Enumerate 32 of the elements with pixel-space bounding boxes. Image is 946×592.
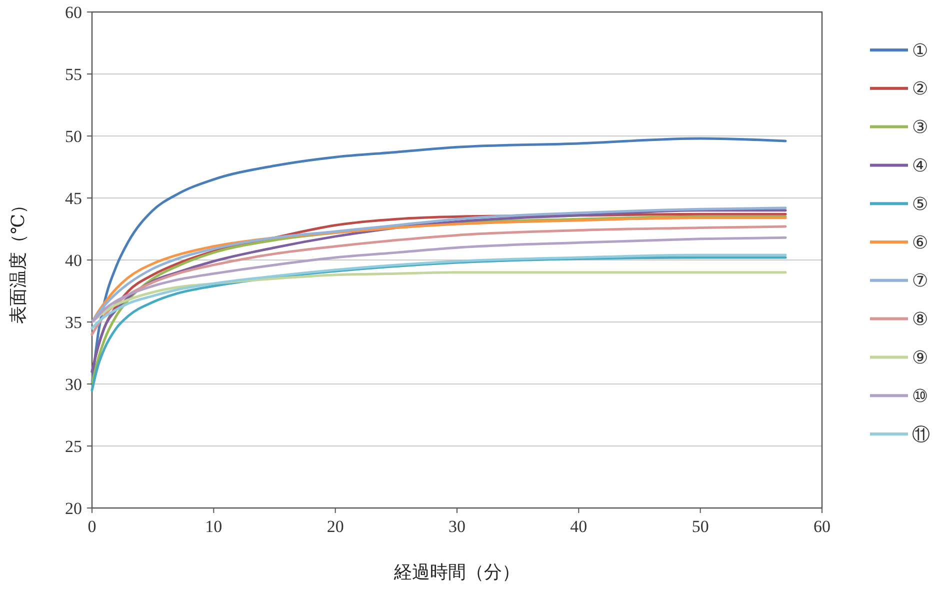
legend-label: ⑧	[912, 309, 928, 330]
y-tick-label: 35	[65, 312, 82, 332]
legend-label: ⑪	[912, 424, 930, 444]
y-tick-label: 50	[65, 126, 82, 146]
x-tick-label: 40	[570, 517, 588, 536]
line-series	[90, 254, 787, 330]
x-axis-title: 経過時間（分）	[393, 562, 520, 582]
legend-label: ⑥	[912, 232, 928, 252]
legend-label: ⑩	[912, 386, 928, 406]
x-tick-label: 10	[205, 517, 222, 536]
y-tick-label: 60	[65, 2, 82, 22]
line-series	[90, 225, 787, 336]
x-tick-label: 50	[692, 517, 709, 536]
x-tick-label: 60	[814, 517, 830, 536]
x-tick-label: 0	[88, 517, 96, 536]
y-tick-label: 40	[65, 250, 82, 270]
legend-label: ⑦	[912, 270, 928, 291]
y-tick-label: 45	[65, 188, 82, 208]
y-tick-label: 55	[65, 64, 82, 84]
legend-label: ④	[912, 156, 928, 176]
legend-label: ②	[912, 78, 928, 99]
legend-label: ⑤	[912, 194, 928, 214]
y-tick-label: 30	[65, 374, 82, 394]
line-series	[90, 236, 787, 324]
y-tick-label: 25	[65, 436, 82, 456]
legend-label: ⑨	[912, 348, 928, 368]
y-tick-label: 20	[65, 498, 82, 518]
x-tick-label: 20	[326, 517, 344, 536]
legend-label: ③	[912, 117, 928, 138]
legend-label: ①	[912, 40, 928, 60]
y-axis-title: 表面温度（℃）	[8, 196, 28, 324]
x-tick-label: 30	[448, 517, 466, 536]
